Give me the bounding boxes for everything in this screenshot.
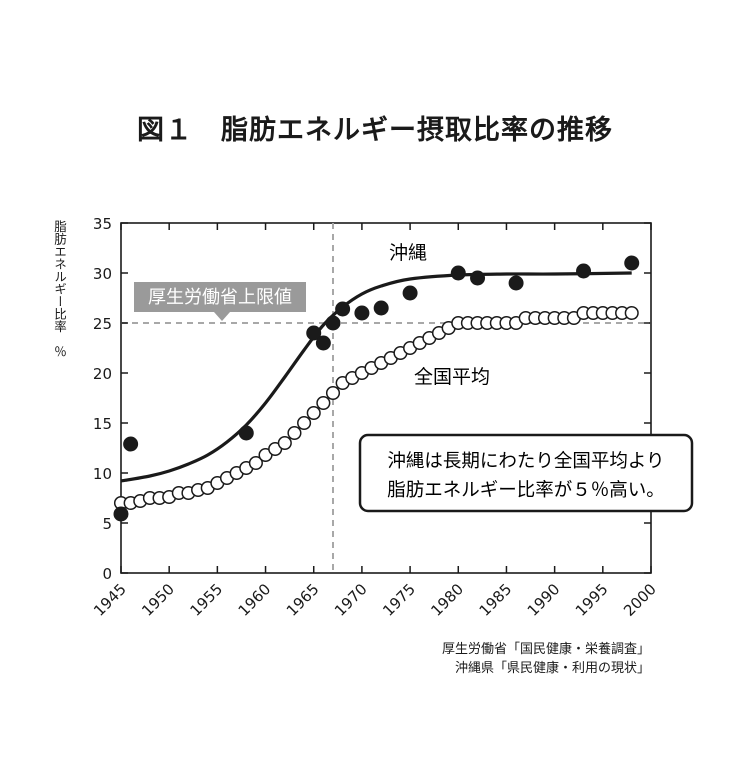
okinawa-point xyxy=(354,305,370,321)
callout-line-2: 脂肪エネルギー比率が５％高い。 xyxy=(387,480,665,501)
x-tick-label: 1995 xyxy=(572,580,612,620)
source-line: 沖縄県「県民健康・利用の現状」 xyxy=(454,661,650,676)
y-tick-label: 10 xyxy=(93,465,112,483)
x-tick-label: 1950 xyxy=(138,580,178,620)
okinawa-point xyxy=(325,315,341,331)
okinawa-point xyxy=(576,263,592,279)
y-tick-label: 15 xyxy=(93,415,112,433)
okinawa-point xyxy=(238,425,254,441)
okinawa-point xyxy=(402,285,418,301)
national-point xyxy=(624,305,639,321)
national-point xyxy=(287,425,302,441)
series-label-okinawa: 沖縄 xyxy=(389,242,427,264)
plot-frame xyxy=(120,222,652,574)
x-tick-label: 1985 xyxy=(476,580,516,620)
y-tick-label: 20 xyxy=(93,365,112,383)
callout-box xyxy=(358,433,694,513)
okinawa-point xyxy=(624,255,640,271)
y-tick-label: 5 xyxy=(102,515,112,533)
okinawa-point xyxy=(470,270,486,286)
national-point xyxy=(248,455,263,471)
x-tick-label: 1970 xyxy=(331,580,371,620)
okinawa-point xyxy=(373,300,389,316)
okinawa-point xyxy=(508,275,524,291)
x-tick-label: 1960 xyxy=(235,580,275,620)
national-point xyxy=(316,395,331,411)
okinawa-point xyxy=(123,436,139,452)
x-tick-label: 1990 xyxy=(524,580,564,620)
x-tick-label: 1980 xyxy=(427,580,467,620)
x-tick-label: 1945 xyxy=(90,580,130,620)
x-tick-label: 2000 xyxy=(620,580,660,620)
y-tick-label: 30 xyxy=(93,265,112,283)
series-label-national: 全国平均 xyxy=(414,366,490,388)
national-point xyxy=(297,415,312,431)
y-tick-label: 0 xyxy=(102,565,112,583)
x-tick-label: 1965 xyxy=(283,580,323,620)
figure-title: 図１ 脂肪エネルギー摂取比率の推移 xyxy=(137,115,613,146)
national-point xyxy=(277,435,292,451)
okinawa-point xyxy=(450,265,466,281)
x-tick-label: 1955 xyxy=(186,580,226,620)
okinawa-point xyxy=(315,335,331,351)
callout-line-1: 沖縄は長期にわたり全国平均より xyxy=(387,451,664,472)
okinawa-point xyxy=(335,301,351,317)
okinawa-point xyxy=(306,325,322,341)
national-point xyxy=(306,405,321,421)
y-tick-label: 25 xyxy=(93,315,112,333)
x-tick-label: 1975 xyxy=(379,580,419,620)
limit-label-pointer xyxy=(214,312,230,321)
y-axis-label: 脂肪エネルギー比率 ％ xyxy=(52,220,67,358)
national-point xyxy=(325,385,341,401)
limit-label-box xyxy=(134,282,306,312)
okinawa-point xyxy=(113,506,129,522)
y-tick-label: 35 xyxy=(93,215,112,233)
source-line: 厚生労働省「国民健康・栄養調査」 xyxy=(441,642,650,657)
source-note: 厚生労働省「国民健康・栄養調査」 沖縄県「県民健康・利用の現状」 xyxy=(442,640,650,678)
reference-line-label: 厚生労働省上限値 xyxy=(148,287,292,308)
